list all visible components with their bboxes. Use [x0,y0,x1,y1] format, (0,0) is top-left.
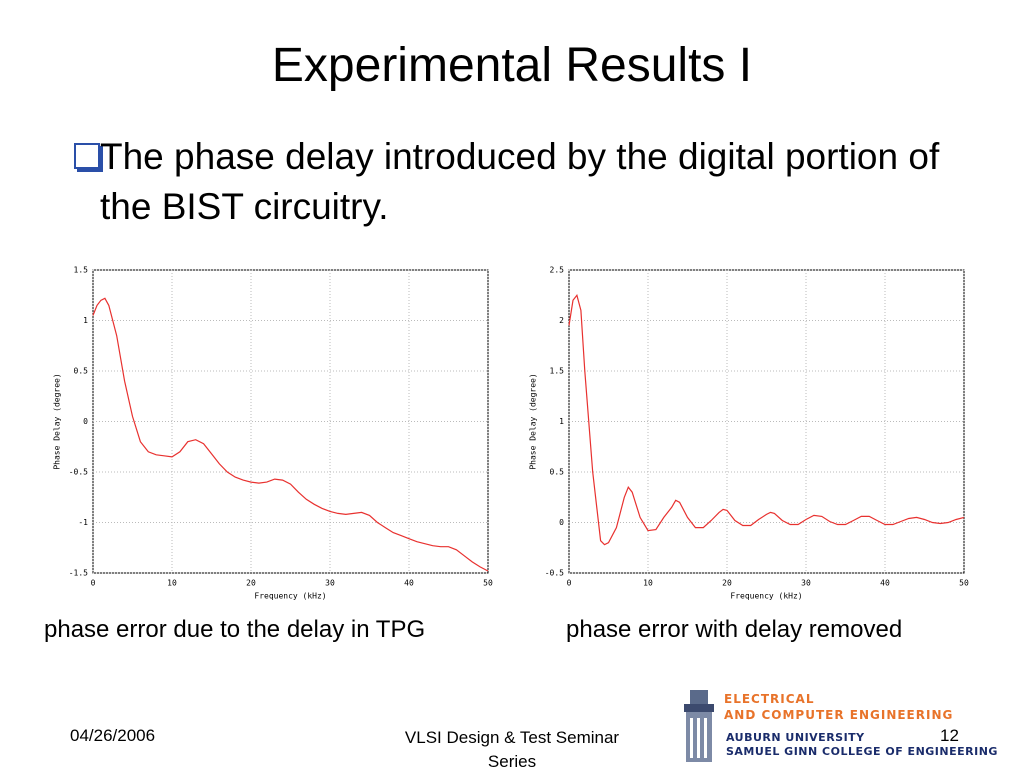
y-tick-label: 1.5 [74,266,89,275]
x-tick-label: 10 [643,579,653,588]
x-tick-label: 0 [567,579,572,588]
plot-area [568,269,965,574]
chart: -1.5 -1 -0.5 0 0.5 1 1.5 0 10 20 30 40 50 Frequency (… [53,266,493,601]
logo-building [684,690,714,762]
x-tick-label: 30 [325,579,335,588]
x-tick-label: 0 [91,579,96,588]
y-axis-label: Phase Delay (degree) [529,373,538,469]
y-axis-label: Phase Delay (degree) [53,373,62,469]
x-tick-label: 20 [246,579,256,588]
logo-text: AND COMPUTER ENGINEERING [724,708,954,722]
x-tick-label: 40 [404,579,414,588]
x-tick-label: 10 [167,579,177,588]
x-tick-label: 30 [801,579,811,588]
x-axis-label: Frequency (kHz) [254,592,326,601]
page-number: 12 [940,726,959,745]
data-line [568,293,965,546]
x-tick-label: 50 [483,579,493,588]
y-tick-label: -0.5 [545,569,564,578]
y-tick-label: 0.5 [550,468,565,477]
y-tick-label: 1 [83,316,88,325]
x-tick-label: 50 [959,579,969,588]
x-axis-label: Frequency (kHz) [730,592,802,601]
plot-area [92,269,489,574]
logo-text: AUBURN UNIVERSITY [726,731,865,744]
logo-text: ELECTRICAL [724,692,815,706]
footer-center: VLSI Design & Test Seminar Series [404,728,620,771]
y-tick-label: 2.5 [550,266,565,275]
x-tick-label: 40 [880,579,890,588]
y-tick-label: 0 [83,417,88,426]
bullet-icon [74,143,100,169]
y-tick-label: -1.5 [69,569,88,578]
y-tick-label: 1 [559,417,564,426]
y-tick-label: -0.5 [69,468,88,477]
y-tick-label: 0 [559,518,564,527]
y-tick-label: -1 [78,518,88,527]
y-tick-label: 0.5 [74,367,89,376]
caption: phase error due to the delay in TPG [44,616,426,643]
caption: phase error with delay removed [566,616,903,643]
logo-text: SAMUEL GINN COLLEGE OF ENGINEERING [726,745,998,758]
y-tick-label: 2 [559,316,564,325]
footer-date: 04/26/2006 [70,726,156,745]
data-line [92,297,489,572]
x-tick-label: 20 [722,579,732,588]
slide-title: Experimental Results I [271,39,753,92]
bullet-text: The phase delay introduced by the digita… [100,136,940,227]
y-tick-label: 1.5 [550,367,565,376]
